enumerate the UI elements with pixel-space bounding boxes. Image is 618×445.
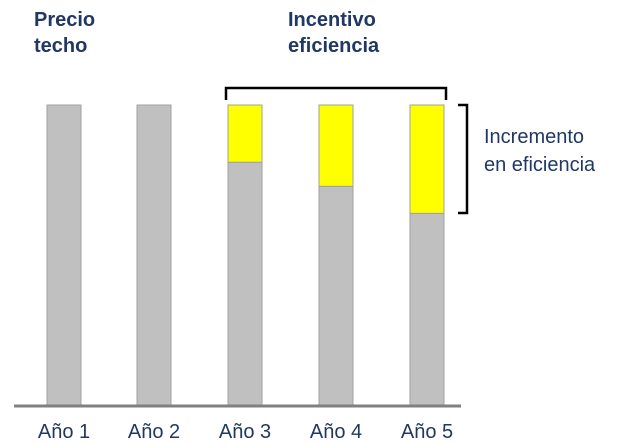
bar-base-1 — [47, 105, 81, 406]
incentive-label-line1: Incentivo — [288, 7, 379, 33]
x-tick-labels: Año 1 Año 2 Año 3 Año 4 Año 5 — [38, 421, 453, 443]
x-tick-label-5: Año 5 — [401, 421, 453, 443]
bars-group — [47, 105, 444, 406]
x-tick-label-3: Año 3 — [219, 421, 271, 443]
increment-label-line1: Incremento — [484, 123, 595, 151]
bar-base-4 — [319, 186, 353, 406]
incentive-bracket — [226, 88, 446, 100]
incentive-label-line2: eficiencia — [288, 33, 379, 59]
price-cap-label-line2: techo — [34, 33, 95, 59]
bar-base-2 — [137, 105, 171, 406]
bar-base-5 — [410, 213, 444, 406]
incentive-label: Incentivo eficiencia — [288, 7, 379, 59]
price-cap-label-line1: Precio — [34, 7, 95, 33]
x-tick-label-2: Año 2 — [128, 421, 180, 443]
bar-efficiency-5 — [410, 105, 444, 213]
increment-bracket — [458, 105, 467, 213]
increment-label: Incremento en eficiencia — [484, 123, 595, 179]
price-cap-label: Precio techo — [34, 7, 95, 59]
bar-base-3 — [228, 162, 262, 406]
bar-efficiency-3 — [228, 105, 262, 162]
x-tick-label-1: Año 1 — [38, 421, 90, 443]
x-tick-label-4: Año 4 — [310, 421, 362, 443]
increment-label-line2: en eficiencia — [484, 151, 595, 179]
bar-efficiency-4 — [319, 105, 353, 186]
